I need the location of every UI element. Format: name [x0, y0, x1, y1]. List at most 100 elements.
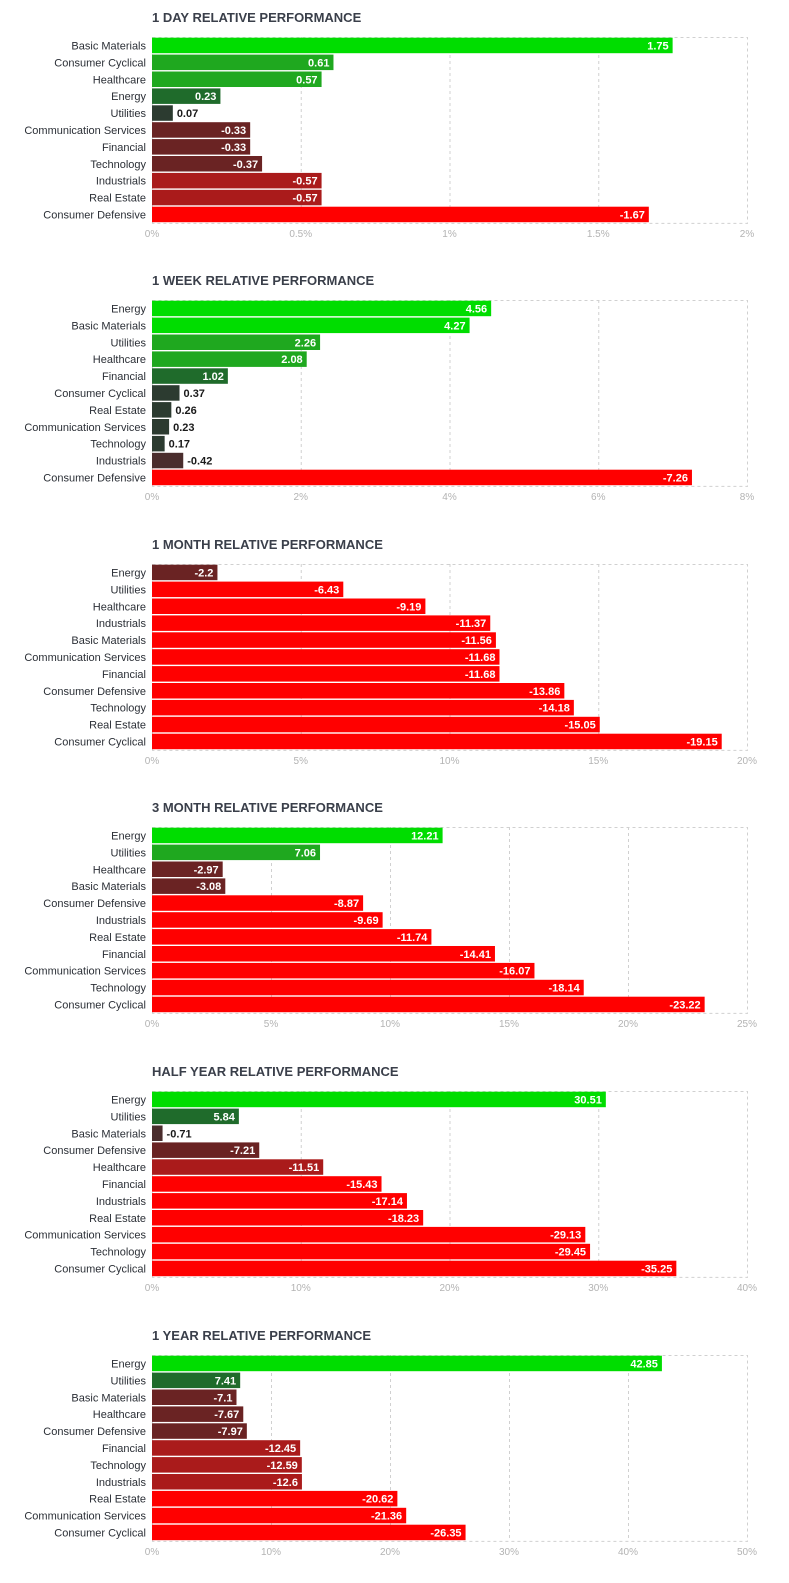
- bar: [152, 1260, 677, 1277]
- value-label: -7.67: [214, 1409, 239, 1421]
- category-label: Consumer Defensive: [43, 1426, 146, 1438]
- category-label: Real Estate: [89, 193, 146, 205]
- x-tick-label: 4%: [442, 492, 457, 503]
- category-label: Consumer Cyclical: [54, 1527, 146, 1539]
- x-tick-label: 6%: [591, 492, 606, 503]
- category-label: Healthcare: [93, 1409, 146, 1421]
- value-label: 1.02: [202, 371, 223, 383]
- category-label: Utilities: [111, 337, 147, 349]
- category-label: Consumer Defensive: [43, 209, 146, 221]
- category-label: Consumer Defensive: [43, 686, 146, 698]
- bar: [152, 402, 172, 418]
- value-label: -2.97: [194, 864, 219, 876]
- bar: [152, 649, 500, 665]
- value-label: -0.33: [221, 142, 246, 154]
- value-label: 4.27: [444, 320, 465, 332]
- x-tick-label: 20%: [737, 756, 757, 767]
- value-label: 12.21: [411, 830, 439, 842]
- x-tick-label: 1.5%: [587, 229, 610, 240]
- value-label: -11.68: [465, 669, 496, 681]
- bar: [152, 139, 251, 155]
- chart-panel-3-month: 3 MONTH RELATIVE PERFORMANCE 0% 5% 10% 15% 2…: [0, 790, 789, 1053]
- category-label: Utilities: [111, 1375, 147, 1387]
- category-label: Communication Services: [24, 422, 146, 434]
- value-label: -2.2: [194, 567, 213, 579]
- category-label: Communication Services: [24, 1511, 146, 1523]
- bar: [152, 1226, 586, 1243]
- chart-svg: 0% 0.5% 1% 1.5% 2% Basic Materials 1.75 Consume…: [24, 37, 754, 240]
- bar: [152, 1108, 239, 1125]
- value-label: -15.05: [565, 720, 596, 732]
- bar: [152, 615, 491, 631]
- value-label: 7.41: [215, 1375, 236, 1387]
- value-label: -26.35: [430, 1527, 461, 1539]
- category-label: Industrials: [96, 176, 147, 188]
- category-label: Consumer Defensive: [43, 1145, 146, 1157]
- x-tick-label: 30%: [499, 1547, 519, 1558]
- category-label: Consumer Cyclical: [54, 1263, 146, 1275]
- bar: [152, 1210, 424, 1226]
- value-label: -11.56: [461, 635, 492, 647]
- bar: [152, 946, 495, 962]
- category-label: Basic Materials: [71, 40, 146, 52]
- value-label: -1.67: [620, 209, 645, 221]
- bar: [152, 1142, 260, 1158]
- value-label: -11.37: [456, 618, 487, 630]
- category-label: Basic Materials: [71, 1128, 146, 1140]
- value-label: -21.36: [371, 1511, 402, 1523]
- category-label: Technology: [90, 159, 146, 171]
- value-label: -8.87: [334, 898, 359, 910]
- value-label: 42.85: [630, 1358, 658, 1370]
- value-label: -9.69: [354, 915, 379, 927]
- category-label: Communication Services: [24, 125, 146, 137]
- x-tick-label: 5%: [294, 756, 309, 767]
- category-label: Energy: [111, 830, 146, 842]
- value-label: -18.14: [549, 983, 581, 995]
- value-label: 0.37: [184, 388, 205, 400]
- bar: [152, 564, 218, 581]
- value-label: -16.07: [499, 966, 530, 978]
- bar: [152, 996, 705, 1013]
- category-label: Communication Services: [24, 966, 146, 978]
- category-label: Real Estate: [89, 405, 146, 417]
- category-label: Basic Materials: [71, 320, 146, 332]
- value-label: -6.43: [314, 584, 339, 596]
- chart-title: 1 WEEK RELATIVE PERFORMANCE: [152, 273, 375, 288]
- chart-svg: 0% 2% 4% 6% 8% Energy 4.56 Basic Materials 4.27 U…: [24, 300, 754, 503]
- chart-title: 3 MONTH RELATIVE PERFORMANCE: [152, 800, 383, 815]
- x-tick-label: 0%: [145, 1547, 160, 1558]
- bar: [152, 435, 165, 452]
- chart-title: 1 DAY RELATIVE PERFORMANCE: [152, 10, 362, 25]
- bar: [152, 632, 496, 648]
- category-label: Industrials: [96, 618, 147, 630]
- category-label: Financial: [102, 142, 146, 154]
- chart-title: 1 MONTH RELATIVE PERFORMANCE: [152, 537, 383, 552]
- category-label: Technology: [90, 1460, 146, 1472]
- bar: [152, 1524, 466, 1541]
- bar: [152, 1125, 163, 1141]
- category-label: Financial: [102, 1179, 146, 1191]
- category-label: Consumer Cyclical: [54, 736, 146, 748]
- category-label: Healthcare: [93, 354, 146, 366]
- x-tick-label: 10%: [380, 1019, 400, 1030]
- bar: [152, 827, 443, 844]
- x-tick-label: 0.5%: [289, 229, 312, 240]
- value-label: -19.15: [687, 736, 718, 748]
- value-label: 4.56: [466, 303, 487, 315]
- chart-panel-1-year: 1 YEAR RELATIVE PERFORMANCE 0% 10% 20% 30% 4…: [0, 1318, 789, 1581]
- value-label: 7.06: [295, 847, 316, 859]
- category-label: Industrials: [96, 915, 147, 927]
- value-label: -29.45: [555, 1247, 586, 1259]
- bar: [152, 1507, 407, 1524]
- category-label: Communication Services: [24, 1230, 146, 1242]
- bar: [152, 699, 574, 716]
- chart-panel-half-year: HALF YEAR RELATIVE PERFORMANCE 0% 10% 20% 3…: [0, 1054, 789, 1317]
- bar: [152, 683, 565, 699]
- x-tick-label: 0%: [145, 1019, 160, 1030]
- category-label: Real Estate: [89, 720, 146, 732]
- category-label: Consumer Defensive: [43, 472, 146, 484]
- x-tick-label: 10%: [261, 1547, 281, 1558]
- value-label: -17.14: [372, 1196, 404, 1208]
- bar: [152, 334, 321, 350]
- value-label: -0.71: [167, 1128, 192, 1140]
